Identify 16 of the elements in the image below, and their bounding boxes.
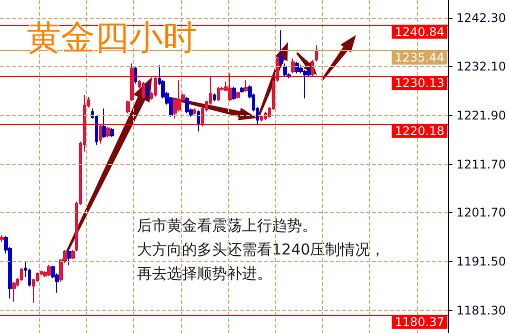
annotation: 再去选择顺势补进。: [137, 264, 272, 282]
ref-line-label: 1230.13: [394, 76, 444, 90]
ref-line-label: 1180.37: [394, 314, 444, 329]
text: 黄金四小时: [27, 18, 197, 58]
ref-line-label: 1235.44: [394, 50, 444, 65]
y-tick-label: 1211.70: [456, 158, 506, 172]
y-tick-label: 1191.50: [456, 254, 506, 269]
annotation: 大方向的多头还需看1240压制情况，: [137, 240, 386, 258]
y-tick-label: 1221.90: [456, 108, 506, 123]
ref-line-label: 1220.18: [394, 124, 444, 138]
annotation: 后市黄金看震荡上行趋势。: [137, 216, 317, 234]
ref-line-label: 1240.84: [394, 24, 444, 39]
y-tick-label: 1232.10: [456, 60, 506, 74]
y-tick-label: 1201.70: [456, 206, 506, 220]
y-tick-label: 1242.30: [456, 10, 506, 25]
y-tick-label: 1181.30: [456, 303, 506, 318]
